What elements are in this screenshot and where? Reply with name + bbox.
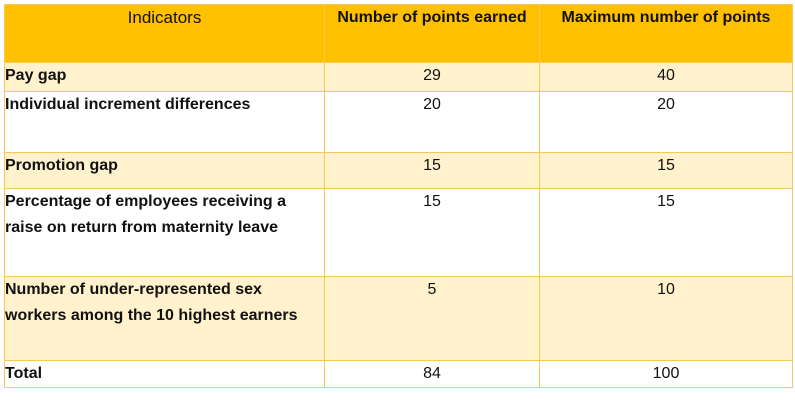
table-row: Promotion gap 15 15 [4,152,793,189]
earned-cell: 15 [324,188,540,277]
total-max-cell: 100 [539,360,793,388]
indicator-cell: Number of under-represented sex workers … [4,276,325,361]
table-row: Percentage of employees receiving a rais… [4,188,793,277]
table-row: Number of under-represented sex workers … [4,276,793,361]
total-row: Total 84 100 [4,360,793,388]
header-max-points: Maximum number of points [539,4,793,63]
indicator-cell: Percentage of employees receiving a rais… [4,188,325,277]
max-cell: 15 [539,188,793,277]
earned-cell: 15 [324,152,540,189]
indicator-cell: Individual increment differences [4,91,325,153]
total-label-cell: Total [4,360,325,388]
total-earned-cell: 84 [324,360,540,388]
table-row: Individual increment differences 20 20 [4,91,793,153]
earned-cell: 29 [324,62,540,92]
header-indicators: Indicators [4,4,325,63]
table-row: Pay gap 29 40 [4,62,793,92]
earned-cell: 5 [324,276,540,361]
max-cell: 15 [539,152,793,189]
max-cell: 40 [539,62,793,92]
max-cell: 20 [539,91,793,153]
header-row: Indicators Number of points earned Maxim… [4,4,793,63]
indicators-table: Indicators Number of points earned Maxim… [4,4,793,388]
max-cell: 10 [539,276,793,361]
earned-cell: 20 [324,91,540,153]
header-points-earned: Number of points earned [324,4,540,63]
indicator-cell: Promotion gap [4,152,325,189]
indicator-cell: Pay gap [4,62,325,92]
